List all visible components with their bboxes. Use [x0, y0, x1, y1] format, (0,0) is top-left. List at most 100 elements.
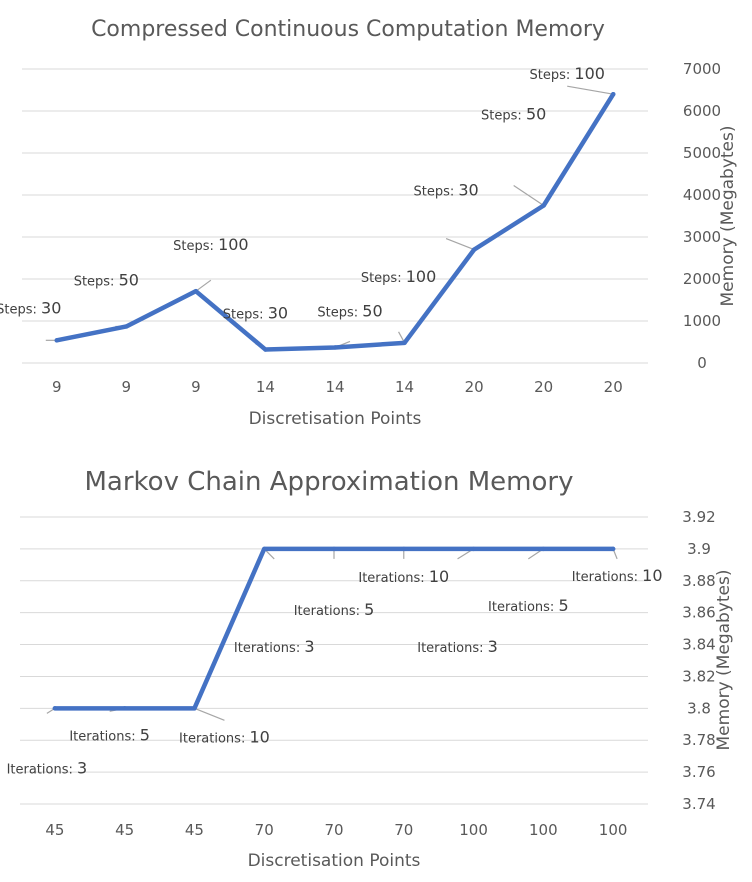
- x-tick-label: 9: [191, 378, 201, 396]
- x-tick-label: 70: [394, 821, 413, 839]
- data-label: Iterations: 5: [488, 596, 569, 615]
- data-label: Steps: 50: [74, 270, 139, 289]
- y-tick-label: 3.8: [687, 699, 711, 717]
- data-label-prefix: Iterations:: [7, 762, 73, 777]
- data-label: Steps: 100: [173, 235, 248, 254]
- data-label-prefix: Steps:: [223, 308, 264, 323]
- x-axis-label: Discretisation Points: [249, 409, 422, 429]
- data-point: [263, 347, 268, 352]
- x-tick-label: 45: [185, 821, 204, 839]
- x-tick-label: 100: [459, 821, 488, 839]
- data-label: Iterations: 10: [572, 566, 663, 585]
- y-tick-label: 3.9: [687, 540, 711, 558]
- data-point: [610, 546, 616, 552]
- label-leader-lines: [46, 548, 618, 721]
- data-point: [124, 324, 129, 329]
- data-label: Iterations: 3: [7, 758, 88, 777]
- x-tick-label: 100: [529, 821, 558, 839]
- data-label-value: 3: [304, 637, 314, 656]
- data-label-prefix: Iterations:: [572, 570, 638, 585]
- data-label: Steps: 100: [361, 267, 436, 286]
- data-point: [52, 706, 58, 711]
- y-tick-label: 3.84: [682, 636, 715, 654]
- data-label: Steps: 50: [481, 105, 546, 124]
- label-leader-line: [513, 185, 544, 206]
- data-label-value: 10: [429, 567, 449, 586]
- gridlines: [20, 516, 648, 805]
- data-label: Steps: 30: [413, 181, 478, 200]
- data-point: [262, 546, 267, 552]
- chart-title: Markov Chain Approximation Memory: [85, 467, 574, 497]
- y-axis-label: Memory (Megabytes): [718, 126, 738, 307]
- data-label-value: 10: [642, 566, 662, 585]
- y-tick-label: 1000: [683, 312, 721, 330]
- x-axis-label: Discretisation Points: [248, 851, 421, 871]
- y-tick-label: 7000: [683, 60, 721, 78]
- label-leader-line: [567, 85, 614, 95]
- x-tick-label: 14: [325, 378, 344, 396]
- data-label-value: 100: [218, 235, 249, 254]
- data-label-prefix: Steps:: [361, 271, 402, 286]
- y-tick-label: 2000: [683, 270, 721, 288]
- y-tick-label: 3.74: [682, 795, 715, 813]
- x-axis-ticks: 45 45 45 70 70 70 100 100 100: [45, 821, 627, 839]
- y-tick-label: 0: [697, 354, 707, 372]
- data-point: [402, 340, 407, 346]
- data-label-value: 100: [406, 267, 437, 286]
- series-line: [54, 91, 616, 352]
- y-tick-label: 5000: [683, 144, 721, 162]
- data-label-prefix: Steps:: [317, 305, 358, 320]
- data-label-value: 50: [362, 301, 382, 320]
- data-label-value: 3: [77, 758, 87, 777]
- chart-markov-memory: Markov Chain Approximation Memory 3.743.…: [7, 467, 734, 871]
- data-label-value: 50: [119, 270, 139, 289]
- data-label-prefix: Iterations:: [179, 731, 245, 746]
- x-tick-label: 45: [45, 821, 64, 839]
- data-point: [193, 288, 199, 294]
- data-label-value: 10: [249, 727, 269, 746]
- data-label: Iterations: 10: [358, 567, 449, 586]
- data-label-prefix: Steps:: [481, 109, 522, 124]
- data-label: Steps: 100: [529, 64, 604, 83]
- y-tick-label: 3.86: [682, 604, 715, 622]
- data-point: [611, 92, 616, 97]
- x-tick-label: 20: [534, 378, 553, 396]
- data-label: Steps: 50: [317, 301, 382, 320]
- y-tick-label: 3.82: [682, 667, 715, 685]
- y-tick-label: 3000: [683, 228, 721, 246]
- y-axis-label: Memory (Megabytes): [714, 570, 734, 751]
- data-label-prefix: Iterations:: [69, 729, 135, 744]
- data-label-value: 100: [574, 64, 605, 83]
- y-tick-label: 4000: [683, 186, 721, 204]
- data-point: [331, 546, 337, 552]
- data-label-value: 5: [364, 600, 374, 619]
- data-point: [471, 546, 476, 552]
- chart-compressed-memory: Compressed Continuous Computation Memory…: [0, 17, 738, 429]
- data-point: [122, 706, 127, 711]
- data-label: Steps: 30: [223, 304, 288, 323]
- data-point: [192, 706, 197, 711]
- series-line-path: [52, 546, 616, 711]
- y-tick-label: 3.76: [682, 763, 715, 781]
- y-tick-label: 3.88: [682, 572, 715, 590]
- data-point: [541, 203, 546, 208]
- gridlines: [22, 68, 648, 364]
- x-tick-label: 9: [52, 378, 62, 396]
- data-label-value: 3: [488, 637, 498, 656]
- data-label-prefix: Iterations:: [234, 641, 300, 656]
- y-tick-label: 3.78: [682, 731, 715, 749]
- data-label: Iterations: 3: [234, 637, 315, 656]
- data-point: [332, 345, 338, 350]
- y-axis-ticks: 3.74 3.76 3.78 3.8 3.82 3.84 3.86 3.88 3.9 3.92: [682, 508, 715, 813]
- x-tick-label: 9: [122, 378, 132, 396]
- label-leader-line: [445, 238, 475, 251]
- data-label-value: 30: [458, 181, 478, 200]
- data-label-prefix: Iterations:: [417, 641, 483, 656]
- y-tick-label: 3.92: [682, 508, 715, 526]
- x-tick-label: 100: [599, 821, 628, 839]
- data-label-prefix: Iterations:: [358, 571, 424, 586]
- data-label-value: 50: [526, 105, 546, 124]
